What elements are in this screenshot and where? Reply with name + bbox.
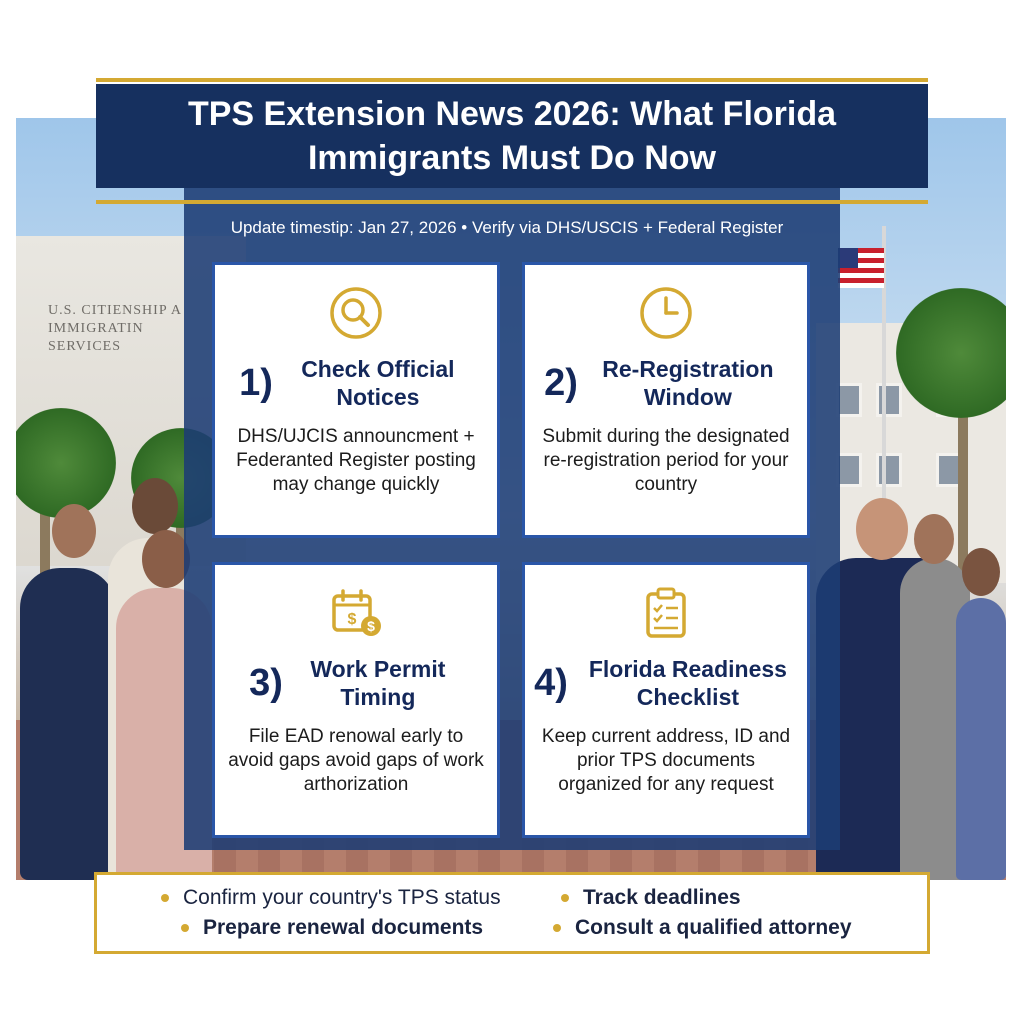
card-number: 4) [534, 661, 568, 704]
bullet-icon [561, 894, 569, 902]
card-description: Submit during the designated re-registra… [542, 426, 790, 495]
building-sign: U.S. CITIENSHIP A IMMIGRATIN SERVICES [48, 303, 182, 354]
checklist-item: Consult a qualified attorney [553, 916, 852, 940]
card-number: 2) [544, 361, 578, 404]
card-number: 3) [249, 661, 283, 704]
card-florida-readiness-checklist: 4) Florida Readiness Checklist Keep curr… [522, 562, 810, 838]
clipboard-checklist-icon [638, 585, 694, 641]
header-bottom-rule [96, 200, 928, 204]
flagpole [882, 226, 886, 526]
bullet-icon [553, 924, 561, 932]
header-banner: TPS Extension News 2026: What Florida Im… [96, 84, 928, 188]
bullet-icon [161, 894, 169, 902]
header-top-rule [96, 78, 928, 82]
palm-tree [16, 408, 116, 518]
us-flag [838, 248, 884, 288]
checklist-item: Prepare renewal documents [181, 916, 483, 940]
card-description: File EAD renowal early to avoid gaps avo… [228, 726, 484, 795]
calendar-dollar-icon: $ $ [328, 585, 384, 641]
update-timestamp: Update timestip: Jan 27, 2026 • Verify v… [230, 218, 784, 237]
person [956, 598, 1006, 880]
svg-text:$: $ [348, 611, 357, 628]
page-title: TPS Extension News 2026: What Florida Im… [187, 95, 837, 177]
card-number: 1) [239, 361, 273, 404]
card-title: Check Official Notices [301, 356, 455, 410]
card-title: Florida Readiness Checklist [588, 656, 787, 710]
bullet-icon [181, 924, 189, 932]
palm-tree [896, 288, 1006, 418]
person [20, 568, 116, 880]
svg-text:$: $ [367, 618, 375, 634]
card-check-official-notices: 1) Check Official Notices DHS/UJCIS anno… [212, 262, 500, 538]
card-re-registration-window: 2) Re-Registration Window Submit during … [522, 262, 810, 538]
clock-icon [638, 285, 694, 341]
magnifier-icon [328, 285, 384, 341]
card-description: Keep current address, ID and prior TPS d… [541, 726, 791, 795]
bottom-checklist: Confirm your country's TPS status Track … [94, 872, 930, 954]
card-description: DHS/UJCIS announcment + Federanted Regis… [236, 426, 476, 495]
card-work-permit-timing: $ $ 3) Work Permit Timing File EAD renow… [212, 562, 500, 838]
card-title: Work Permit Timing [310, 656, 446, 710]
checklist-item: Track deadlines [561, 886, 741, 910]
card-title: Re-Registration Window [602, 356, 774, 410]
checklist-item: Confirm your country's TPS status [161, 886, 501, 910]
